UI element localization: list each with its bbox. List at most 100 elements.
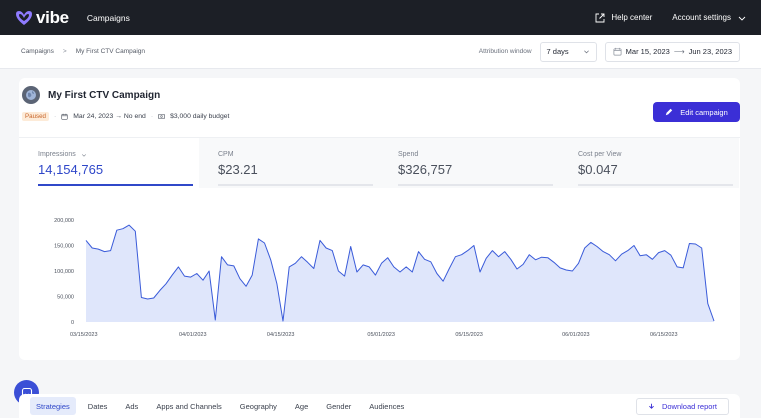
metric-value: 14,154,765 [38,162,104,177]
heart-logo-icon [16,10,32,25]
data-point [116,230,117,231]
breadcrumb-campaigns[interactable]: Campaigns [21,48,54,55]
metric-cpm[interactable]: CPM $23.21 [199,138,379,188]
data-point [215,319,216,320]
data-point [430,261,431,262]
data-point [178,266,179,267]
data-point [332,250,333,251]
campaign-header: My First CTV Campaign [22,86,160,104]
status-badge: Paused [22,112,49,121]
edit-campaign-button[interactable]: Edit campaign [653,102,740,122]
data-point [652,259,653,260]
vibe-logo[interactable]: vibe [14,8,69,28]
nav-campaigns-link[interactable]: Campaigns [86,12,130,23]
tab-apps-and-channels[interactable]: Apps and Channels [156,401,222,411]
tab-audiences[interactable]: Audiences [369,401,405,411]
data-point [258,238,259,239]
date-range-arrow: ⟶ [673,47,685,56]
data-point [504,251,505,252]
calendar-icon [61,113,68,120]
data-point [252,274,253,275]
data-point [165,283,166,284]
data-point [362,264,363,265]
y-tick-label: 200,000 [54,218,74,224]
y-tick-label: 50,000 [57,295,74,301]
data-point [406,266,407,267]
data-point [572,270,573,271]
globe-icon [22,86,40,104]
date-range-picker[interactable]: Mar 15, 2023 ⟶ Jun 23, 2023 [604,41,740,62]
tab-dates[interactable]: Dates [87,401,108,411]
x-tick-label: 05/01/2023 [367,332,395,338]
account-settings-label: Account settings [672,13,731,22]
data-point [85,240,86,241]
data-point [627,250,628,251]
data-point [615,260,616,261]
data-point [387,257,388,258]
tab-strategies[interactable]: Strategies [30,397,76,415]
metric-label: Cost per View [578,151,622,158]
data-point [541,257,542,258]
data-point [110,250,111,251]
data-point [529,254,530,255]
tab-geography[interactable]: Geography [239,401,277,411]
data-point [701,247,702,248]
data-point [153,297,154,298]
download-icon [649,403,654,409]
download-report-button[interactable]: Download report [635,397,729,415]
data-point [486,258,487,259]
data-point [695,243,696,244]
external-link-icon [595,13,605,22]
metric-value: $0.047 [578,162,618,177]
data-point [510,259,511,260]
campaign-schedule: Mar 24, 2023 → No end [73,113,146,120]
help-center-link[interactable]: Help center [595,13,652,23]
help-center-label: Help center [611,13,653,22]
tab-age[interactable]: Age [294,401,309,411]
data-point [590,242,591,243]
y-tick-label: 100,000 [54,269,74,275]
account-settings-menu[interactable]: Account settings [672,13,747,23]
data-point [128,225,129,226]
date-range-start: Mar 15, 2023 [625,47,670,56]
data-point [578,263,579,264]
data-point [301,256,302,257]
data-point [92,247,93,248]
data-point [609,254,610,255]
series-area [86,225,714,322]
data-point [338,270,339,271]
data-point [713,320,714,321]
data-point [670,255,671,256]
attribution-window-value: 7 days [546,47,569,56]
campaign-meta: Paused · Mar 24, 2023 → No end · $3,000 … [22,112,229,121]
data-point [159,290,160,291]
calendar-icon [613,47,622,56]
data-point [356,271,357,272]
tab-ads[interactable]: Ads [125,401,139,411]
series-line [85,224,715,322]
data-point [289,266,290,267]
metric-spend[interactable]: Spend $326,757 [379,138,559,188]
data-point [221,256,222,257]
top-navigation-bar: vibe Campaigns Help center Account setti… [0,0,761,35]
chevron-down-icon [81,153,86,157]
data-point [282,320,283,321]
data-point [689,243,690,244]
data-point [369,266,370,267]
data-point [455,256,456,257]
data-point [264,242,265,243]
metric-value: $326,757 [398,162,453,177]
data-point [399,271,400,272]
data-point [147,298,148,299]
data-point [227,264,228,265]
metric-impressions[interactable]: Impressions 14,154,765 [19,138,199,188]
attribution-window-select[interactable]: 7 days [539,41,597,62]
data-point [633,245,634,246]
x-tick-label: 06/01/2023 [562,332,590,338]
metric-cost-per-view[interactable]: Cost per View $0.047 [559,138,739,188]
tab-gender[interactable]: Gender [326,401,352,411]
data-point [461,254,462,255]
metric-active-indicator [38,184,193,186]
data-point [596,246,597,247]
data-point [664,250,665,251]
